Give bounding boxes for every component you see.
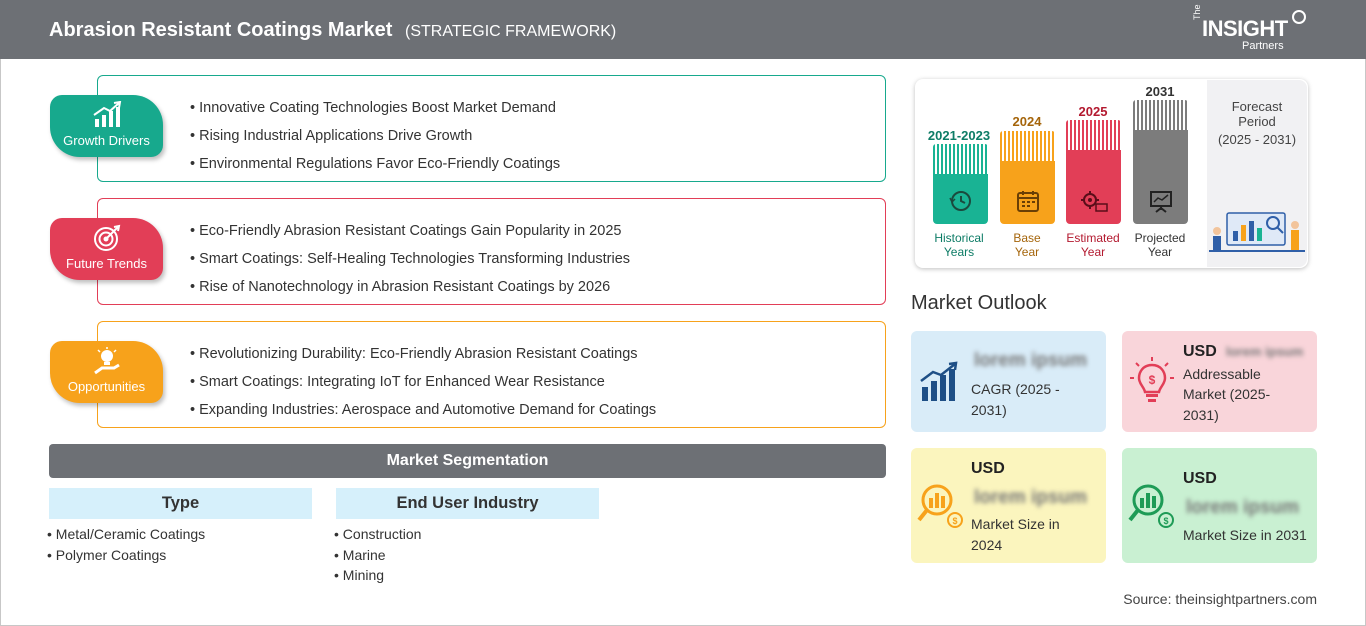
money-magnifier-icon: $	[917, 484, 963, 528]
year-label-estimated: 2025	[1078, 104, 1108, 119]
forecast-line-2: Period	[1238, 114, 1276, 129]
timeline-bar-estimated	[1066, 120, 1121, 224]
addressable-market-card: $ USD lorem ipsum Addressable Market (20…	[1122, 331, 1317, 432]
addressable-value: lorem ipsum	[1226, 344, 1304, 359]
opportunities-list: Revolutionizing Durability: Eco-Friendly…	[190, 340, 656, 424]
page-subtitle: (STRATEGIC FRAMEWORK)	[405, 23, 617, 40]
forecast-line-1: Forecast	[1231, 99, 1283, 114]
caption-projected-1: Projected	[1134, 231, 1186, 245]
list-item: Rising Industrial Applications Drive Gro…	[190, 122, 560, 150]
future-trends-badge: Future Trends	[50, 218, 163, 280]
segment-heading-end-user: End User Industry	[336, 488, 599, 519]
segment-heading-type: Type	[49, 488, 312, 519]
list-item: Smart Coatings: Self-Healing Technologie…	[190, 245, 630, 273]
svg-text:$: $	[952, 516, 957, 526]
lightbulb-hand-icon	[94, 347, 120, 375]
size-2031-currency: USD	[1183, 470, 1217, 487]
cagr-label-1: CAGR (2025 -	[971, 381, 1060, 397]
list-item: Metal/Ceramic Coatings	[47, 524, 205, 545]
bar-solid	[1066, 150, 1121, 224]
list-item: Rise of Nanotechnology in Abrasion Resis…	[190, 273, 630, 301]
list-item: Expanding Industries: Aerospace and Auto…	[190, 396, 656, 424]
cagr-label-2: 2031)	[971, 402, 1007, 418]
growth-drivers-list: Innovative Coating Technologies Boost Ma…	[190, 94, 560, 178]
growth-drivers-label: Growth Drivers	[63, 133, 150, 148]
addressable-label-1: Addressable	[1183, 366, 1261, 382]
page-title: Abrasion Resistant Coatings Market	[49, 19, 393, 41]
end-user-segment-list: Construction Marine Mining	[334, 524, 422, 586]
size-2031-label: Market Size in 2031	[1183, 527, 1307, 543]
growth-drivers-box: Innovative Coating Technologies Boost Ma…	[97, 75, 886, 182]
caption-estimated-2: Year	[1080, 245, 1106, 259]
svg-text:$: $	[1163, 516, 1168, 526]
year-label-historical: 2021-2023	[927, 128, 991, 143]
money-magnifier-icon: $	[1128, 484, 1174, 528]
growth-drivers-badge: Growth Drivers	[50, 95, 163, 157]
future-trends-box: Eco-Friendly Abrasion Resistant Coatings…	[97, 198, 886, 305]
size-2024-label-2: 2024	[971, 537, 1003, 553]
market-size-2031-card: $ USD lorem ipsum Market Size in 2031	[1122, 448, 1317, 563]
market-size-2024-card: $ USD lorem ipsum Market Size in 2024	[911, 448, 1106, 563]
timeline-bar-base	[1000, 131, 1055, 224]
growth-chart-icon	[920, 361, 958, 401]
list-item: Construction	[334, 524, 422, 545]
list-item: Innovative Coating Technologies Boost Ma…	[190, 94, 560, 122]
addressable-currency: USD	[1183, 343, 1217, 360]
market-outlook-title: Market Outlook	[911, 292, 1047, 314]
market-segmentation-title: Market Segmentation	[49, 444, 886, 478]
caption-estimated-1: Estimated	[1066, 231, 1120, 245]
year-label-base: 2024	[1012, 114, 1042, 129]
cagr-card: lorem ipsum CAGR (2025 - 2031)	[911, 331, 1106, 432]
lightbulb-dollar-icon: $	[1130, 357, 1174, 402]
target-icon	[94, 224, 121, 251]
opportunities-badge: Opportunities	[50, 341, 163, 403]
list-item: Revolutionizing Durability: Eco-Friendly…	[190, 340, 656, 368]
future-trends-list: Eco-Friendly Abrasion Resistant Coatings…	[190, 217, 630, 301]
bar-stripes	[933, 144, 988, 174]
size-2024-label-1: Market Size in	[971, 516, 1060, 532]
svg-text:$: $	[1149, 373, 1156, 387]
timeline-bar-projected	[1133, 100, 1188, 224]
caption-historical-1: Historical	[934, 231, 984, 245]
size-2031-value: lorem ipsum	[1186, 497, 1299, 518]
bar-stripes	[1066, 120, 1121, 150]
gear-money-icon	[1080, 191, 1108, 212]
caption-base-1: Base	[1013, 231, 1041, 245]
forecast-line-3: (2025 - 2031)	[1217, 132, 1297, 147]
source-note: Source: theinsightpartners.com	[1123, 591, 1317, 607]
cagr-value: lorem ipsum	[974, 350, 1087, 371]
opportunities-box: Revolutionizing Durability: Eco-Friendly…	[97, 321, 886, 428]
bar-stripes	[1133, 100, 1188, 130]
bar-stripes	[1000, 131, 1055, 161]
list-item: Smart Coatings: Integrating IoT for Enha…	[190, 368, 656, 396]
addressable-label-3: 2031)	[1183, 407, 1219, 423]
history-icon	[948, 191, 971, 211]
presentation-icon	[1149, 191, 1172, 213]
size-2024-currency: USD	[971, 460, 1005, 477]
year-label-projected: 2031	[1145, 84, 1175, 99]
analytics-people-illustration	[1209, 212, 1305, 252]
insight-partners-logo: The INSIGHT Partners	[1190, 4, 1310, 52]
list-item: Mining	[334, 565, 421, 586]
caption-base-2: Year	[1014, 245, 1040, 259]
calendar-icon	[1016, 191, 1039, 212]
caption-historical-2: Years	[943, 245, 975, 259]
list-item: Environmental Regulations Favor Eco-Frie…	[190, 150, 560, 178]
header-bar: Abrasion Resistant Coatings Market (STRA…	[0, 0, 1366, 59]
opportunities-label: Opportunities	[67, 379, 146, 394]
caption-projected-2: Year	[1147, 245, 1173, 259]
list-item: Eco-Friendly Abrasion Resistant Coatings…	[190, 217, 630, 245]
growth-chart-icon	[93, 101, 122, 127]
type-segment-list: Metal/Ceramic Coatings Polymer Coatings	[47, 524, 205, 565]
timeline-bar-historical	[933, 144, 988, 224]
list-item: Polymer Coatings	[47, 545, 205, 566]
size-2024-value: lorem ipsum	[974, 487, 1087, 508]
addressable-label-2: Market (2025-	[1183, 386, 1271, 402]
future-trends-label: Future Trends	[66, 256, 147, 271]
list-item: Marine	[334, 545, 421, 566]
